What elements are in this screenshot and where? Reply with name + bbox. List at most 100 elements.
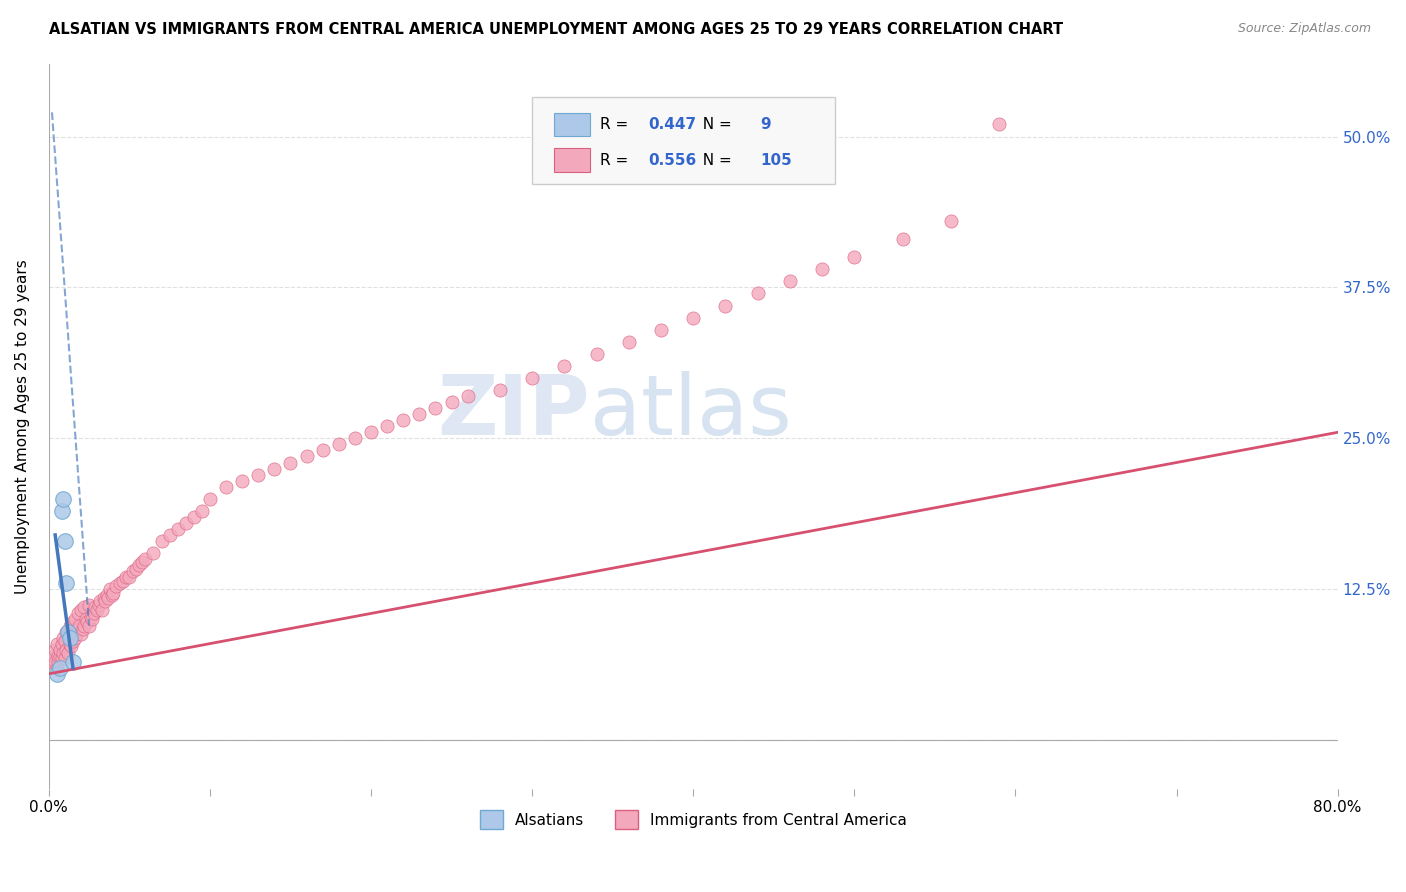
Text: ALSATIAN VS IMMIGRANTS FROM CENTRAL AMERICA UNEMPLOYMENT AMONG AGES 25 TO 29 YEA: ALSATIAN VS IMMIGRANTS FROM CENTRAL AMER…: [49, 22, 1063, 37]
Point: [939, 214, 962, 228]
Point: [89, 594, 111, 608]
Point: [48, 648, 70, 663]
Point: [56, 624, 79, 639]
Point: [66, 607, 89, 621]
Point: [125, 562, 148, 576]
Text: 105: 105: [761, 153, 792, 168]
Point: [98, 582, 121, 597]
Point: [59, 637, 82, 651]
Point: [191, 504, 214, 518]
Text: N =: N =: [693, 117, 737, 132]
Point: [52, 491, 75, 506]
Point: [62, 655, 84, 669]
Point: [63, 631, 86, 645]
Point: [779, 274, 801, 288]
Point: [105, 579, 128, 593]
Point: [343, 431, 366, 445]
Point: [280, 456, 302, 470]
Point: [714, 299, 737, 313]
Point: [59, 631, 82, 645]
Point: [457, 389, 479, 403]
Text: 0.447: 0.447: [648, 117, 696, 132]
Point: [44, 655, 66, 669]
Point: [134, 552, 156, 566]
Point: [53, 634, 76, 648]
Point: [159, 528, 181, 542]
Point: [96, 588, 118, 602]
Point: [49, 642, 72, 657]
Point: [41, 655, 63, 669]
Point: [70, 627, 93, 641]
FancyBboxPatch shape: [531, 96, 835, 184]
Point: [62, 615, 84, 629]
Point: [183, 509, 205, 524]
Point: [263, 461, 285, 475]
Point: [56, 646, 79, 660]
Point: [45, 661, 67, 675]
Point: [79, 610, 101, 624]
Point: [45, 637, 67, 651]
Point: [311, 443, 333, 458]
Point: [747, 286, 769, 301]
Point: [166, 522, 188, 536]
Point: [93, 591, 115, 605]
Point: [231, 474, 253, 488]
Point: [650, 323, 672, 337]
Text: ZIP: ZIP: [437, 371, 591, 452]
Point: [52, 631, 75, 645]
Point: [60, 639, 83, 653]
Point: [51, 637, 73, 651]
Point: [53, 651, 76, 665]
Point: [83, 607, 105, 621]
Point: [84, 600, 107, 615]
Point: [73, 600, 96, 615]
Point: [75, 612, 97, 626]
Point: [45, 666, 67, 681]
Point: [988, 117, 1011, 131]
Point: [150, 534, 173, 549]
Point: [49, 661, 72, 675]
Text: Source: ZipAtlas.com: Source: ZipAtlas.com: [1237, 22, 1371, 36]
Point: [392, 413, 415, 427]
Point: [55, 642, 77, 657]
Point: [891, 232, 914, 246]
Text: R =: R =: [600, 117, 634, 132]
Text: 0.556: 0.556: [648, 153, 696, 168]
Point: [90, 603, 112, 617]
Point: [121, 564, 143, 578]
Point: [42, 648, 65, 663]
Point: [70, 603, 93, 617]
Point: [295, 450, 318, 464]
FancyBboxPatch shape: [554, 148, 591, 171]
Y-axis label: Unemployment Among Ages 25 to 29 years: Unemployment Among Ages 25 to 29 years: [15, 259, 30, 594]
Point: [67, 618, 90, 632]
Point: [49, 648, 72, 663]
Point: [520, 371, 543, 385]
Point: [115, 570, 138, 584]
Point: [585, 347, 607, 361]
Point: [63, 612, 86, 626]
Text: N =: N =: [693, 153, 737, 168]
Point: [66, 622, 89, 636]
Point: [408, 407, 430, 421]
Point: [247, 467, 270, 482]
Point: [97, 591, 120, 605]
Text: R =: R =: [600, 153, 634, 168]
Text: 9: 9: [761, 117, 770, 132]
Point: [844, 250, 866, 264]
Point: [60, 622, 83, 636]
Point: [360, 425, 382, 440]
Point: [73, 618, 96, 632]
Point: [56, 627, 79, 641]
Point: [77, 618, 100, 632]
Point: [553, 359, 575, 373]
Point: [128, 558, 150, 573]
Point: [440, 395, 463, 409]
Point: [76, 615, 98, 629]
Point: [131, 555, 153, 569]
Point: [62, 634, 84, 648]
Point: [142, 546, 165, 560]
Point: [94, 594, 117, 608]
Point: [103, 586, 125, 600]
Text: atlas: atlas: [591, 371, 792, 452]
